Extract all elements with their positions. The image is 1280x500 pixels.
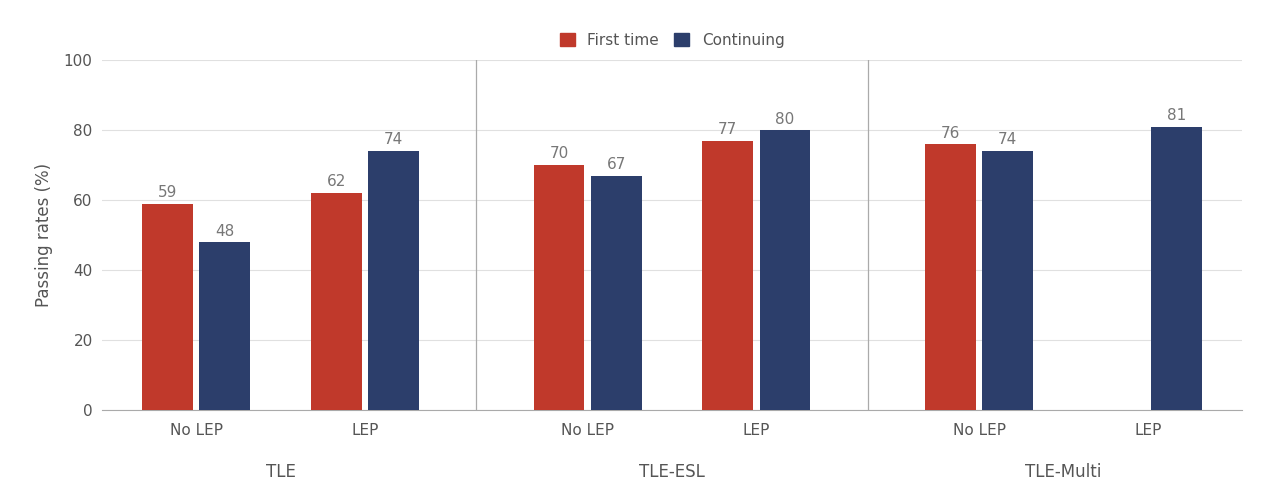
Text: TLE-ESL: TLE-ESL	[639, 463, 705, 481]
Bar	[703, 140, 753, 410]
Bar	[369, 151, 419, 410]
Text: TLE: TLE	[266, 463, 296, 481]
Text: 70: 70	[549, 146, 568, 162]
Bar	[591, 176, 641, 410]
Text: 67: 67	[607, 157, 626, 172]
Text: 77: 77	[718, 122, 737, 137]
Bar	[925, 144, 975, 410]
Text: 76: 76	[941, 126, 960, 140]
Bar	[311, 193, 362, 410]
Text: 59: 59	[157, 185, 178, 200]
Bar	[200, 242, 251, 410]
Text: 62: 62	[326, 174, 346, 190]
Text: 74: 74	[384, 132, 403, 148]
Y-axis label: Passing rates (%): Passing rates (%)	[35, 163, 52, 307]
Legend: First time, Continuing: First time, Continuing	[559, 32, 785, 48]
Bar	[142, 204, 193, 410]
Text: 74: 74	[998, 132, 1018, 148]
Bar	[534, 165, 585, 410]
Bar	[759, 130, 810, 410]
Bar	[1151, 126, 1202, 410]
Text: 81: 81	[1167, 108, 1187, 123]
Bar	[982, 151, 1033, 410]
Text: 48: 48	[215, 224, 234, 238]
Text: 80: 80	[776, 112, 795, 126]
Text: TLE-Multi: TLE-Multi	[1025, 463, 1102, 481]
